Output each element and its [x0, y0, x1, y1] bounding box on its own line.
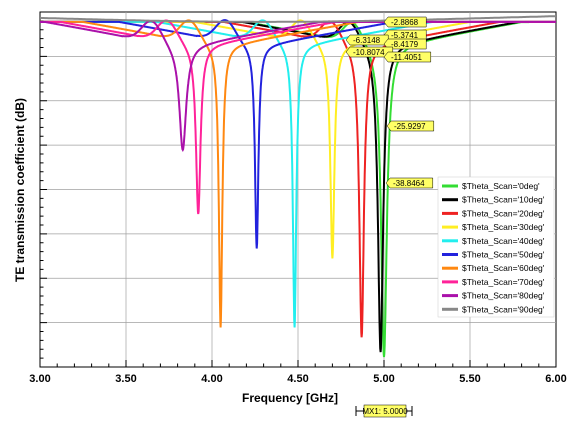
x-axis-ticks [39, 360, 557, 367]
x-tick-label: 5.00 [373, 373, 394, 385]
legend-entry-9: $Theta_Scan='90deg' [442, 304, 545, 314]
legend-entry-5: $Theta_Scan='50deg' [442, 250, 545, 260]
marker-text: -2.8868 [391, 18, 419, 27]
marker-text: -8.4179 [391, 40, 419, 49]
legend-label: $Theta_Scan='10deg' [462, 195, 545, 205]
marker-label-7: -38.8464 [385, 177, 434, 189]
legend-entry-6: $Theta_Scan='60deg' [442, 263, 545, 273]
legend-entry-4: $Theta_Scan='40deg' [442, 236, 545, 246]
series-line-9 [40, 15, 556, 23]
marker-text: -6.3148 [353, 36, 381, 45]
marker-label-6: -25.9297 [386, 120, 435, 132]
legend-label: $Theta_Scan='40deg' [462, 236, 545, 246]
x-tick-label: 4.00 [201, 373, 222, 385]
marker-label-0: -2.8868 [383, 16, 427, 28]
legend-label: $Theta_Scan='80deg' [462, 291, 545, 301]
legend: $Theta_Scan='0deg' $Theta_Scan='10deg' $Th… [437, 176, 555, 318]
legend-label: $Theta_Scan='70deg' [462, 277, 545, 287]
legend-entry-7: $Theta_Scan='70deg' [442, 277, 545, 287]
marker-label-1: -5.3741 [383, 29, 427, 41]
marker-labels: -2.8868 -5.3741 -6.3148 -8.4179 -10.8074 -11.… [345, 16, 435, 189]
x-tick-label: 6.00 [545, 373, 566, 385]
legend-label: $Theta_Scan='30deg' [462, 222, 545, 232]
series-lines [40, 15, 556, 358]
series-line-8 [40, 20, 556, 153]
x-marker-label: MX1: 5.0000 [362, 407, 408, 416]
x-tick-labels: 3.00 3.50 4.00 4.50 5.00 5.50 6.00 [29, 373, 566, 385]
marker-label-5: -11.4051 [383, 51, 432, 63]
legend-label: $Theta_Scan='90deg' [462, 304, 545, 314]
y-axis-ticks [40, 11, 47, 368]
legend-label: $Theta_Scan='60deg' [462, 263, 545, 273]
legend-entry-3: $Theta_Scan='30deg' [442, 222, 545, 232]
legend-entry-8: $Theta_Scan='80deg' [442, 291, 545, 301]
marker-text: -5.3741 [391, 31, 419, 40]
legend-entry-2: $Theta_Scan='20deg' [442, 208, 545, 218]
marker-text: -11.4051 [391, 53, 423, 62]
legend-entry-0: $Theta_Scan='0deg' [442, 181, 540, 191]
x-tick-label: 3.00 [29, 373, 50, 385]
x-tick-label: 4.50 [287, 373, 308, 385]
y-axis-label: TE transmission coefficient (dB) [13, 98, 27, 282]
x-tick-label: 3.50 [115, 373, 136, 385]
marker-text: -10.8074 [353, 48, 385, 57]
legend-label: $Theta_Scan='20deg' [462, 208, 545, 218]
x-tick-label: 5.50 [459, 373, 480, 385]
marker-label-2: -6.3148 [345, 34, 389, 46]
legend-entry-1: $Theta_Scan='10deg' [442, 195, 545, 205]
legend-label: $Theta_Scan='0deg' [462, 181, 540, 191]
marker-text: -25.9297 [394, 122, 426, 131]
legend-label: $Theta_Scan='50deg' [462, 250, 545, 260]
marker-text: -38.8464 [393, 179, 425, 188]
x-marker: MX1: 5.0000 [355, 404, 413, 418]
x-axis-label: Frequency [GHz] [242, 391, 338, 405]
